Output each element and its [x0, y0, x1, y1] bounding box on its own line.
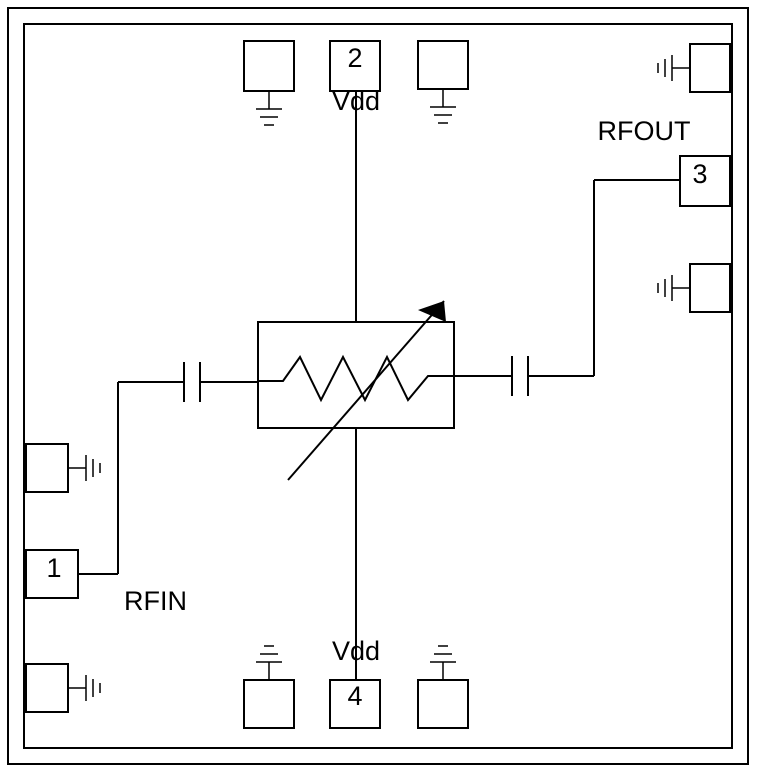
pad-bot_right: [418, 680, 468, 728]
pad-bot_left: [244, 680, 294, 728]
pin4_vdd: Vdd: [332, 636, 380, 666]
pin2_vdd: Vdd: [332, 86, 380, 116]
pad-left_lower: [26, 664, 68, 712]
rfin: RFIN: [124, 586, 187, 616]
pad-right_mid: [690, 264, 730, 312]
pin4_num: 4: [347, 681, 362, 711]
pin3_num: 3: [692, 159, 707, 189]
pad-top_right: [418, 41, 468, 89]
pad-top_left: [244, 41, 294, 91]
pad-left_upper: [26, 444, 68, 492]
rfout: RFOUT: [598, 116, 691, 146]
pin2_num: 2: [347, 43, 362, 73]
pin1_num: 1: [46, 553, 61, 583]
pad-tr_corner: [690, 44, 730, 92]
